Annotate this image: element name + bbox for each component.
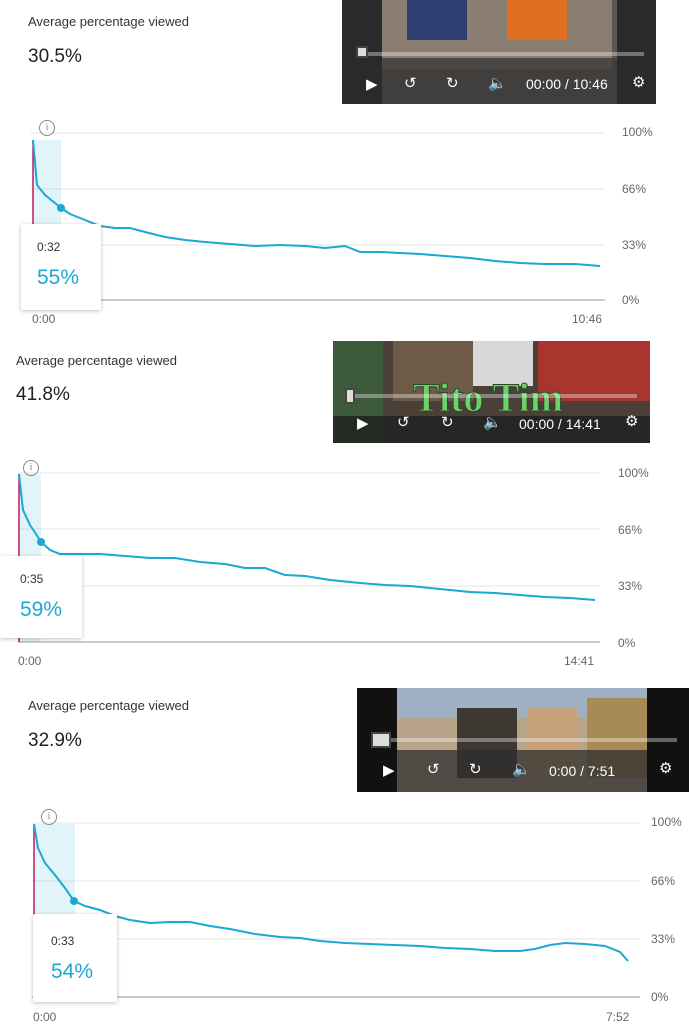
replay-10-icon[interactable]: ↺ [404,75,417,92]
tooltip-time: 0:35 [20,572,44,586]
retention-panel-2: Average percentage viewed 41.8% Tito Tim… [0,340,689,670]
retention-line [33,823,629,962]
video-thumbnail [357,688,689,792]
metric-label: Average percentage viewed [28,14,189,29]
video-thumbnail [333,341,650,443]
metric-label: Average percentage viewed [28,698,189,713]
hover-point [37,538,45,546]
replay-10-icon[interactable]: ↺ [427,761,440,778]
metric-value: 30.5% [28,46,82,67]
y-tick-33: 33% [651,932,676,946]
x-tick-start: 0:00 [18,654,42,668]
retention-panel-3: Average percentage viewed 32.9% ▶ ↺ ↻ 🔈 … [0,688,689,1028]
play-icon[interactable]: ▶ [383,762,395,779]
y-tick-66: 66% [651,874,676,888]
y-tick-33: 33% [622,238,647,252]
time-display: 0:00 / 7:51 [549,763,616,779]
seek-handle[interactable] [371,732,391,748]
metric-value: 32.9% [28,730,82,751]
seek-handle[interactable] [356,46,368,58]
seek-bar[interactable] [347,394,637,398]
x-tick-start: 0:00 [33,1010,57,1024]
y-tick-100: 100% [622,125,653,139]
tooltip-percentage: 55% [37,266,80,289]
y-tick-0: 0% [651,990,669,1004]
forward-10-icon[interactable]: ↻ [469,761,482,778]
volume-icon[interactable]: 🔈 [483,414,502,431]
play-icon[interactable]: ▶ [366,76,378,93]
settings-gear-icon[interactable]: ⚙ [632,74,646,91]
info-icon[interactable]: i [41,809,57,825]
seek-handle[interactable] [345,388,355,404]
replay-10-icon[interactable]: ↺ [397,414,410,431]
retention-chart[interactable] [0,0,689,330]
y-tick-0: 0% [622,293,640,307]
x-tick-end: 7:52 [606,1010,630,1024]
y-tick-66: 66% [622,182,647,196]
retention-chart[interactable] [0,340,689,670]
tooltip-time: 0:32 [37,240,61,254]
video-player[interactable]: ▶ ↺ ↻ 🔈 0:00 / 7:51 ⚙ [357,688,689,792]
play-icon[interactable]: ▶ [357,415,369,432]
x-tick-start: 0:00 [32,312,56,326]
hover-point [57,204,65,212]
forward-10-icon[interactable]: ↻ [446,75,459,92]
info-icon[interactable]: i [23,460,39,476]
volume-icon[interactable]: 🔈 [512,761,531,778]
time-display: 00:00 / 14:41 [519,416,601,432]
hover-tooltip: 0:33 54% [33,914,117,1002]
settings-gear-icon[interactable]: ⚙ [625,413,639,430]
info-icon[interactable]: i [39,120,55,136]
retention-line [32,139,601,267]
retention-line [18,473,596,601]
video-player[interactable]: Tito Tim ▶ ↺ ↻ 🔈 00:00 / 14:41 ⚙ [333,341,650,443]
metric-value: 41.8% [16,384,70,405]
hover-tooltip: 0:32 55% [21,224,101,310]
volume-icon[interactable]: 🔈 [488,75,507,92]
tooltip-percentage: 54% [51,960,94,983]
video-player[interactable]: ▶ ↺ ↻ 🔈 00:00 / 10:46 ⚙ [342,0,656,104]
y-tick-0: 0% [618,636,636,650]
x-tick-end: 14:41 [564,654,595,668]
metric-label: Average percentage viewed [16,353,177,368]
seek-bar[interactable] [356,52,644,56]
overlay-title: Tito Tim [412,375,564,420]
y-tick-66: 66% [618,523,643,537]
tooltip-percentage: 59% [20,598,63,621]
y-tick-100: 100% [651,815,682,829]
hover-tooltip: 0:35 59% [0,556,82,638]
hover-point [70,897,78,905]
y-tick-100: 100% [618,466,649,480]
seek-bar[interactable] [371,738,677,742]
x-tick-end: 10:46 [572,312,603,326]
settings-gear-icon[interactable]: ⚙ [659,760,673,777]
retention-panel-1: Average percentage viewed 30.5% ▶ ↺ ↻ 🔈 … [0,0,689,330]
tooltip-time: 0:33 [51,934,75,948]
forward-10-icon[interactable]: ↻ [441,414,454,431]
time-display: 00:00 / 10:46 [526,76,608,92]
y-tick-33: 33% [618,579,643,593]
